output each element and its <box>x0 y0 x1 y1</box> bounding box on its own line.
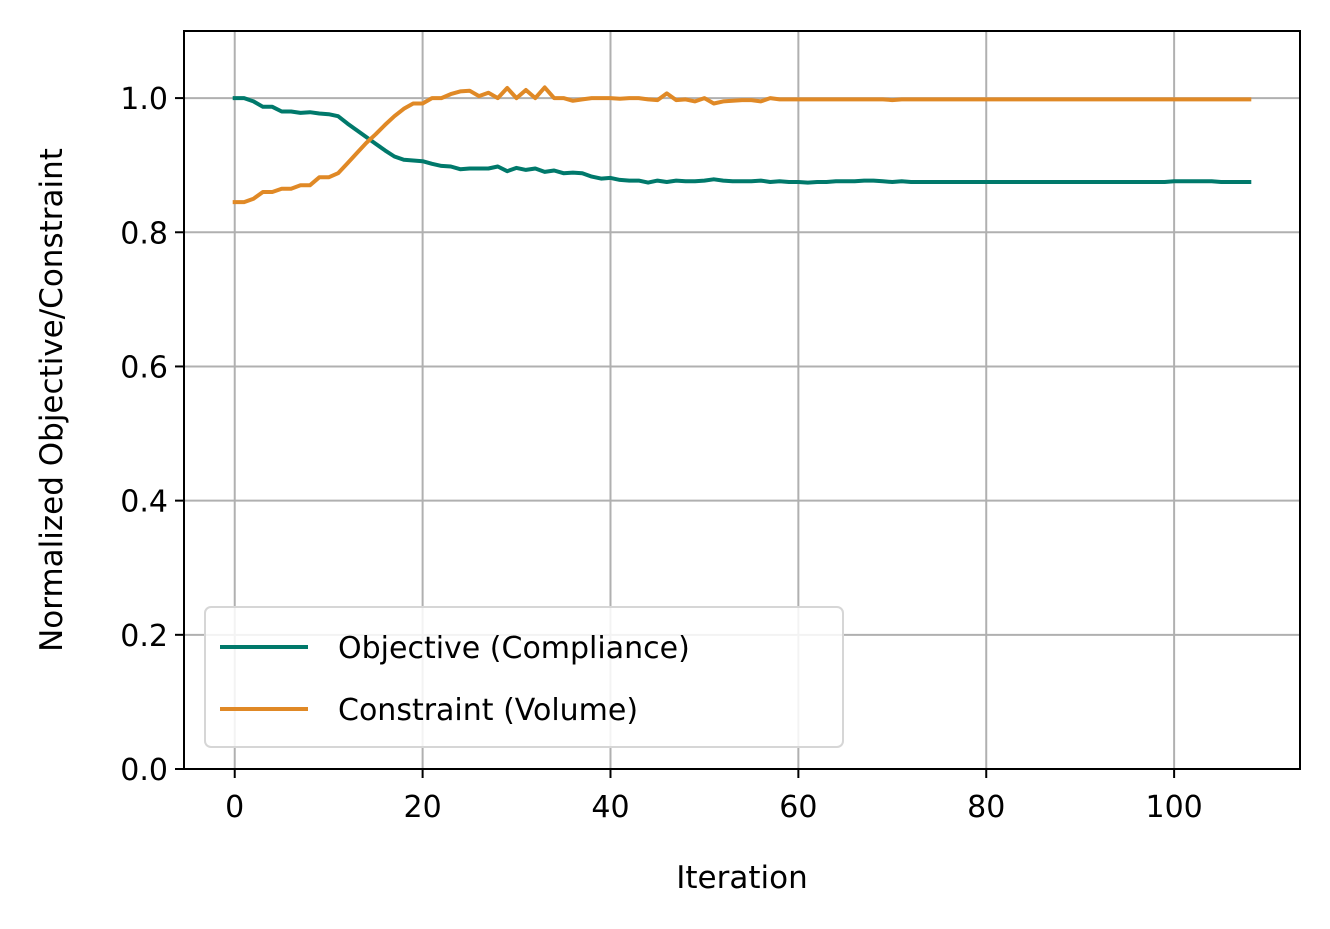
legend-box <box>204 606 844 748</box>
x-tick-label: 80 <box>967 790 1005 825</box>
y-tick-label: 0.2 <box>120 619 168 654</box>
ticks: 0 20 40 60 80 100 0.0 0.2 0.4 0.6 0.8 1.0 <box>120 82 1202 825</box>
x-tick-label: 40 <box>591 790 629 825</box>
x-tick-label: 0 <box>225 790 244 825</box>
x-tick-label: 100 <box>1145 790 1202 825</box>
series-line-2 <box>232 85 1252 205</box>
x-tick-label: 60 <box>779 790 817 825</box>
y-tick-label: 0.0 <box>120 753 168 788</box>
legend-label-1: Objective (Compliance) <box>338 631 690 666</box>
y-tick-label: 0.4 <box>120 485 168 520</box>
legend: Objective (Compliance) Constraint (Volume… <box>204 606 844 748</box>
series-line-1 <box>232 96 1252 185</box>
y-tick-label: 0.8 <box>120 216 168 251</box>
y-tick-label: 0.6 <box>120 350 168 385</box>
legend-label-2: Constraint (Volume) <box>338 693 638 728</box>
x-tick-label: 20 <box>404 790 442 825</box>
series-layer <box>232 85 1252 205</box>
y-tick-label: 1.0 <box>120 82 168 117</box>
plot-frame <box>183 30 1301 770</box>
x-axis-label: Iteration <box>676 860 808 896</box>
y-axis-label: Normalized Objective/Constraint <box>34 148 70 652</box>
